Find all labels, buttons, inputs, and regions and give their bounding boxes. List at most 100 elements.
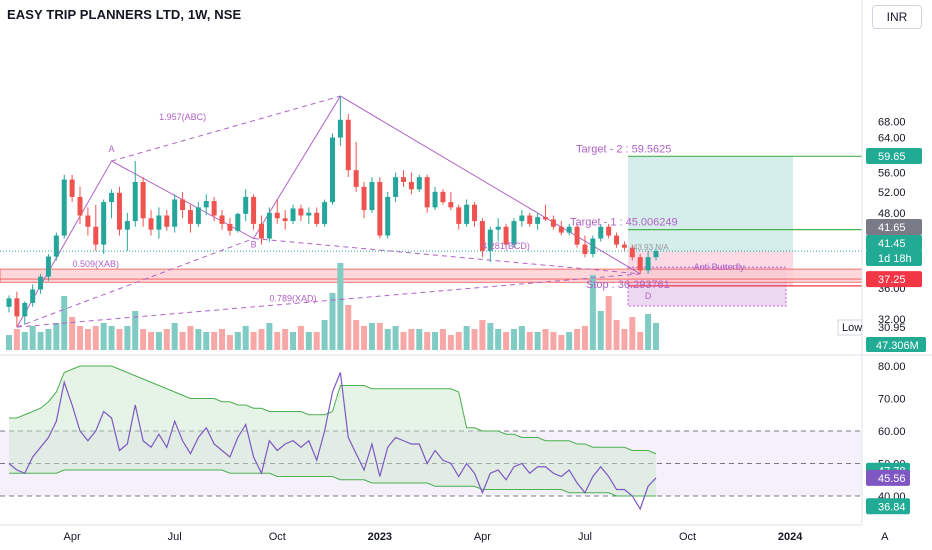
candle-body <box>621 244 627 248</box>
price-tag: 41.45 <box>866 235 922 251</box>
candle-body <box>14 298 20 317</box>
volume-bar <box>652 323 659 350</box>
candle-body <box>69 179 75 197</box>
price-axis-tick: 64.00 <box>878 133 906 145</box>
candle-body <box>274 212 280 219</box>
x-axis-tick: Apr <box>64 531 81 543</box>
candle-body <box>527 215 533 224</box>
candle-body <box>219 215 225 224</box>
pattern-ratio-label: 1.957(ABC) <box>159 112 206 122</box>
low-label: Low <box>837 319 863 336</box>
candle-body <box>511 221 517 245</box>
candle-body <box>558 226 564 233</box>
rsi-band-fill <box>9 366 656 496</box>
rsi-axis-tick: 80.00 <box>878 361 906 373</box>
candle-body <box>424 177 430 208</box>
volume-bar <box>542 329 549 350</box>
candle-body <box>203 201 209 208</box>
price-axis-tick: 52.00 <box>878 187 906 199</box>
price-axis-tick: 48.00 <box>878 208 906 220</box>
volume-bar <box>77 326 84 350</box>
volume-bar <box>242 326 249 350</box>
rsi-axis-tick: 70.00 <box>878 394 906 406</box>
volume-bar <box>92 326 99 350</box>
candle-body <box>377 181 383 236</box>
volume-bar <box>337 263 344 350</box>
candle-body <box>61 179 67 236</box>
currency-button[interactable]: INR <box>872 5 922 29</box>
chart-title: EASY TRIP PLANNERS LTD, 1W, NSE <box>7 7 242 22</box>
rsi-upper-band <box>9 365 657 455</box>
price-tag-text: 37.25 <box>878 274 906 286</box>
candle-body <box>314 212 320 224</box>
price-tag-text: 41.65 <box>878 222 906 234</box>
rsi-line <box>8 372 657 511</box>
volume-bar <box>432 332 439 350</box>
volume-bar <box>274 332 281 350</box>
volume-bar <box>290 332 297 350</box>
rsi-lower-band <box>9 469 656 497</box>
pattern-ratio-label: 0.509(XAB) <box>73 259 120 269</box>
volume-bar <box>297 326 304 350</box>
volume-bar <box>234 332 241 350</box>
mini-label: 43.93 N/A <box>633 243 669 252</box>
rsi-tag-text: 45.56 <box>878 473 906 485</box>
candle-body <box>337 119 343 138</box>
candle-body <box>195 207 201 224</box>
candle-body <box>101 202 107 245</box>
volume-bar <box>140 329 147 350</box>
pattern-ratio-label: 4.281(BCD) <box>482 241 530 251</box>
candle-body <box>353 170 359 187</box>
volume-bar <box>203 332 210 350</box>
rsi-tag-bg <box>866 498 910 515</box>
rsi-axis-tick: 60.00 <box>878 426 906 438</box>
candle-body <box>156 215 162 230</box>
volume-bar <box>566 332 573 350</box>
target-zone <box>628 155 793 252</box>
candle-body <box>132 181 138 222</box>
price-tag-bg <box>866 235 922 251</box>
price-tag-bg <box>866 219 922 235</box>
volume-tag-text: 47.306M <box>876 340 919 352</box>
candle-body <box>187 210 193 224</box>
x-axis-tick: Jul <box>168 531 182 543</box>
candle-body <box>401 177 406 182</box>
price-tag: 1d 18h <box>866 250 922 266</box>
volume-bar <box>84 329 91 350</box>
candle-body <box>590 238 596 254</box>
volume-bar <box>400 332 407 350</box>
candle-body <box>22 302 28 317</box>
volume-bar <box>487 323 494 350</box>
candle-body <box>290 208 296 222</box>
volume-bar <box>132 311 139 350</box>
volume-bar <box>37 332 44 350</box>
candle-body <box>456 207 462 224</box>
volume-bar <box>305 332 312 350</box>
volume-bar <box>148 332 155 350</box>
volume-bar <box>108 326 115 350</box>
rsi-pane <box>0 365 862 511</box>
candle-body <box>432 191 438 208</box>
volume-bar <box>219 329 226 350</box>
volume-bar <box>368 323 375 350</box>
candle-body <box>550 219 556 227</box>
candle-body <box>322 202 328 224</box>
candle-body <box>53 235 59 257</box>
x-axis-tick: 2024 <box>778 531 803 543</box>
price-axis-tick: 56.00 <box>878 167 906 179</box>
volume-bar <box>258 329 265 350</box>
candle-body <box>211 201 217 216</box>
candle-body <box>606 226 612 236</box>
pattern-ratio-label: 0.789(XAD) <box>270 293 317 303</box>
volume-bar <box>479 320 486 350</box>
volume-bar <box>69 317 76 350</box>
candle-body <box>472 204 478 222</box>
volume-bar <box>526 332 533 350</box>
candle-body <box>243 196 249 214</box>
candle-body <box>124 221 130 230</box>
volume-bar <box>384 329 391 350</box>
volume-bar <box>353 320 360 350</box>
x-axis-tick: 2023 <box>368 531 392 543</box>
candle-body <box>361 186 367 211</box>
